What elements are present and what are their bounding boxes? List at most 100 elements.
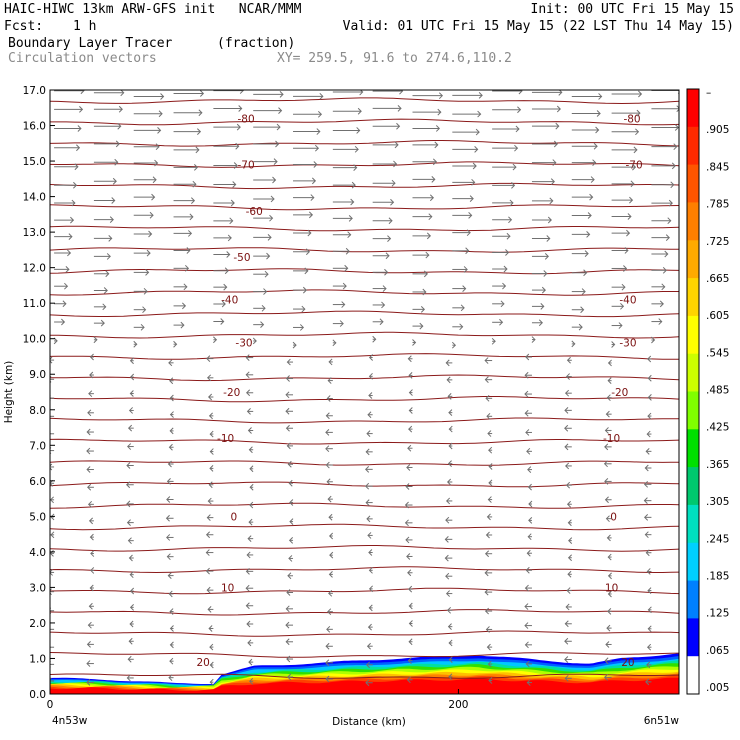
contour-line [50, 331, 679, 339]
wind-vector-head [468, 212, 473, 219]
contour-line [50, 460, 679, 466]
wind-vector-head [260, 321, 265, 328]
wind-vector-head [89, 584, 94, 592]
x-end-location: 6n51w [644, 715, 680, 727]
colorbar-frame [686, 88, 700, 695]
wind-vector-head [314, 144, 320, 152]
wind-vector-head [127, 655, 132, 663]
wind-vector-head [87, 409, 92, 417]
wind-vector-head [448, 442, 453, 450]
wind-vector-head [500, 300, 505, 308]
wind-vector-head [205, 549, 210, 556]
wind-vector-head [488, 479, 493, 487]
wind-vector-head [165, 514, 170, 522]
wind-vector-head [269, 214, 274, 222]
wind-vector-head [567, 519, 572, 527]
wind-vector-head [429, 194, 434, 202]
wind-vector-head [149, 211, 154, 219]
wind-vector-head [126, 500, 131, 508]
wind-vector-head [447, 460, 452, 468]
wind-vector-head [152, 176, 157, 184]
wind-vector-head [671, 162, 676, 170]
wind-vector-head [514, 144, 519, 152]
wind-vector-head [448, 409, 453, 416]
wind-vector-head [607, 608, 612, 615]
x-start-location: 4n53w [52, 715, 88, 727]
wind-vector-head [247, 427, 252, 434]
wind-vector-head [499, 318, 504, 326]
wind-vector-head [354, 145, 359, 153]
wind-vector-head [488, 677, 493, 684]
wind-vector-head [247, 535, 252, 543]
wind-vector-head [80, 90, 85, 95]
wind-vector-head [484, 607, 490, 615]
wind-vector-head [465, 247, 470, 255]
wind-vector-head [592, 159, 597, 167]
wind-vector-head [50, 463, 53, 471]
contour-line [50, 630, 679, 637]
wind-vector-head [151, 193, 156, 201]
wind-vector-head [366, 642, 371, 650]
wind-vector-head [426, 232, 431, 240]
colorbar-tick-label: .485 [706, 385, 729, 397]
wind-vector-head [115, 140, 120, 148]
wind-vector-head [86, 466, 91, 473]
wind-vector-head [448, 639, 453, 647]
wind-vector-head [209, 643, 214, 651]
wind-vector-head [647, 374, 652, 382]
wind-vector-head [512, 163, 517, 171]
wind-vector-head [207, 374, 212, 382]
wind-vector-head [223, 283, 228, 291]
wind-vector-head [182, 302, 187, 310]
wind-vector-head [407, 657, 412, 664]
wind-vector-head [525, 566, 530, 574]
field-name: Boundary Layer Tracer [8, 36, 173, 51]
wind-vector-head [169, 625, 174, 632]
wind-vector-head [607, 553, 612, 561]
wind-vector-head [106, 253, 111, 260]
wind-vector-head [564, 620, 569, 628]
wind-vector-head [524, 409, 529, 417]
wind-vector-head [288, 479, 293, 487]
wind-vector-head [564, 443, 569, 451]
wind-vector-head [129, 587, 135, 595]
wind-vector-head [549, 197, 554, 205]
wind-vector-head [665, 234, 670, 241]
wind-vector-head [326, 625, 331, 633]
wind-vector-head [114, 158, 119, 166]
tracer-band [50, 677, 679, 694]
wind-vector-head [88, 390, 93, 398]
wind-vector-head [566, 587, 571, 594]
wind-vector-head [368, 372, 373, 380]
wind-vector-head [423, 270, 428, 278]
wind-vector-head [524, 390, 529, 398]
wind-vector-head [425, 251, 430, 259]
wind-vector-head [580, 306, 585, 314]
wind-vector-head [245, 371, 250, 379]
colorbar-swatch [687, 504, 699, 544]
wind-vector-head [205, 531, 211, 539]
wind-vector-head [524, 371, 529, 379]
wind-vector-head [484, 550, 490, 558]
wind-vector-head [325, 659, 330, 667]
wind-vector-head [565, 603, 570, 611]
field-units: (fraction) [217, 36, 296, 51]
wind-vector-head [406, 553, 411, 560]
wind-vector-head [422, 288, 427, 296]
wind-vector-head [379, 318, 384, 326]
contour-line [50, 140, 679, 147]
wind-vector-head [325, 412, 330, 420]
wind-vector-head [405, 483, 410, 490]
wind-vector-head [408, 425, 413, 433]
wind-vector-head [325, 445, 330, 453]
wind-vector-head [643, 480, 649, 488]
y-tick-label: 17.0 [23, 85, 46, 97]
wind-vector-head [540, 303, 545, 310]
wind-vector-head [325, 461, 330, 469]
y-tick-label: 1.0 [29, 653, 46, 665]
colorbar-tick-label: .605 [706, 310, 729, 322]
wind-vector-head [552, 159, 557, 166]
wind-vector-head [50, 588, 52, 596]
wind-vector-head [327, 608, 332, 616]
y-tick-label: 14.0 [23, 192, 46, 204]
